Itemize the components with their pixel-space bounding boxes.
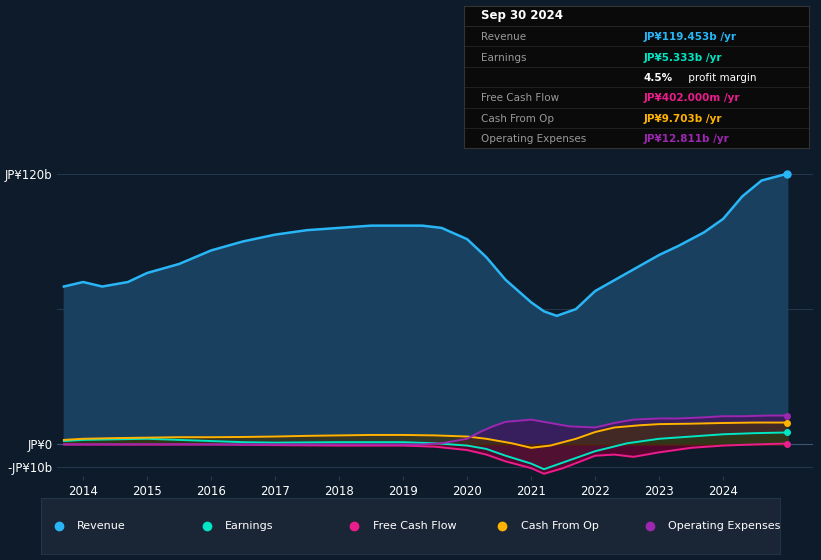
Text: 4.5%: 4.5% <box>643 73 672 83</box>
Text: Revenue: Revenue <box>481 32 526 42</box>
Text: Operating Expenses: Operating Expenses <box>668 521 781 531</box>
Text: Operating Expenses: Operating Expenses <box>481 134 586 144</box>
Text: Free Cash Flow: Free Cash Flow <box>481 94 559 104</box>
Text: Earnings: Earnings <box>481 53 526 63</box>
Text: JP¥402.000m /yr: JP¥402.000m /yr <box>643 94 740 104</box>
Text: Revenue: Revenue <box>77 521 126 531</box>
Text: Sep 30 2024: Sep 30 2024 <box>481 10 563 22</box>
Text: Earnings: Earnings <box>225 521 273 531</box>
Text: Free Cash Flow: Free Cash Flow <box>373 521 456 531</box>
Text: JP¥119.453b /yr: JP¥119.453b /yr <box>643 32 736 42</box>
Text: Cash From Op: Cash From Op <box>481 114 554 124</box>
Text: JP¥9.703b /yr: JP¥9.703b /yr <box>643 114 722 124</box>
Text: JP¥5.333b /yr: JP¥5.333b /yr <box>643 53 722 63</box>
Text: Cash From Op: Cash From Op <box>521 521 599 531</box>
Text: JP¥12.811b /yr: JP¥12.811b /yr <box>643 134 729 144</box>
Text: profit margin: profit margin <box>685 73 756 83</box>
